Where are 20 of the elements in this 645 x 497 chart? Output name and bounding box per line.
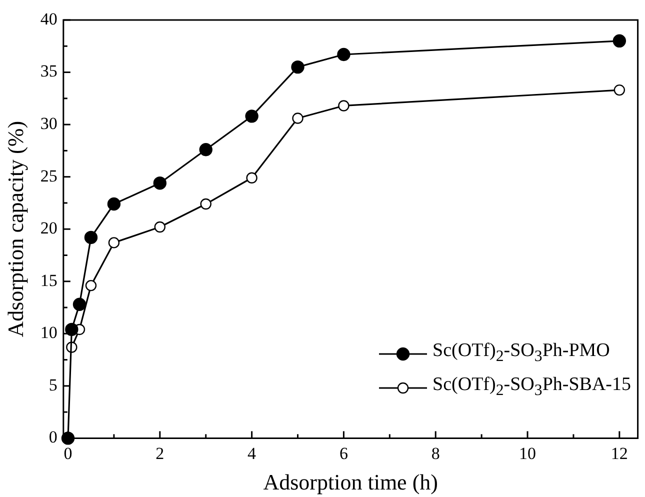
legend-label: Sc(OTf)$_{2}$-SO$_{3}$Ph-SBA-15 [432,373,631,401]
x-tick-label: 6 [339,444,348,463]
y-tick-label: 15 [40,270,58,290]
y-tick-label: 30 [40,114,58,134]
y-tick-label: 20 [40,218,58,238]
x-tick-label: 0 [64,444,72,463]
x-tick-label: 2 [156,444,164,463]
x-tick-label: 8 [431,444,440,463]
y-tick-label: 25 [40,166,58,186]
y-tick-label: 0 [48,428,58,447]
y-tick-label: 10 [40,323,58,342]
y-tick-label: 35 [40,62,58,81]
y-axis-title: Adsorption capacity (%) [2,120,28,338]
x-tick-label: 4 [248,444,257,463]
x-axis-title: Adsorption time (h) [263,470,438,495]
x-tick-label: 10 [519,444,536,463]
y-tick-label: 5 [48,375,58,394]
y-tick-label: 40 [40,9,58,28]
x-tick-label: 12 [610,444,628,463]
legend-label: Sc(OTf)$_{2}$-SO$_{3}$Ph-PMO [432,339,610,368]
